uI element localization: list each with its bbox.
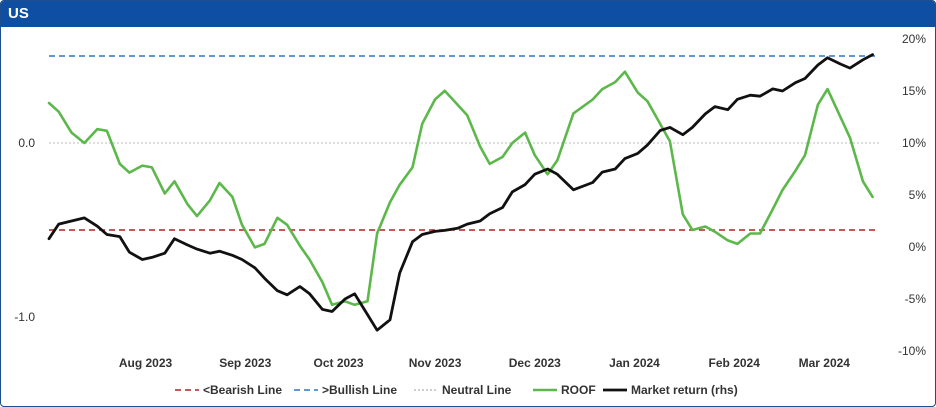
legend-label: Market return (rhs) [631,383,738,397]
legend-item-bearish[interactable]: <Bearish Line [175,383,282,397]
right-tick-label: 20% [902,32,926,46]
roof-series-line [47,70,874,307]
legend[interactable]: <Bearish Line >Bullish Line Neutral Line RO… [175,383,738,397]
legend-label: >Bullish Line [322,383,397,397]
left-tick-label: 0.0 [18,136,35,150]
right-tick-label: 5% [909,188,927,202]
legend-label: Neutral Line [442,383,512,397]
legend-label: <Bearish Line [203,383,282,397]
left-axis: 0.0 -1.0 [14,136,35,324]
x-tick-label: Oct 2023 [314,356,364,370]
market-return-series-line [47,53,874,332]
x-tick-label: Sep 2023 [219,356,271,370]
x-tick-label: Feb 2024 [709,356,761,370]
legend-item-neutral[interactable]: Neutral Line [414,383,512,397]
x-axis: Aug 2023 Sep 2023 Oct 2023 Nov 2023 Dec 2023… [119,356,850,370]
series-group [47,53,874,332]
legend-item-market-return[interactable]: Market return (rhs) [603,383,738,397]
right-tick-label: 10% [902,136,926,150]
reference-lines [49,55,879,231]
x-tick-label: Mar 2024 [799,356,851,370]
right-tick-label: -5% [905,292,927,306]
panel-title-bar: US [1,1,935,27]
right-axis: 20% 15% 10% 5% 0% -5% -10% [898,32,926,358]
x-tick-label: Dec 2023 [509,356,561,370]
legend-item-bullish[interactable]: >Bullish Line [294,383,397,397]
left-tick-label: -1.0 [14,310,35,324]
panel-title: US [8,5,29,22]
legend-label: ROOF [561,383,596,397]
x-tick-label: Aug 2023 [119,356,173,370]
x-tick-label: Nov 2023 [409,356,462,370]
x-tick-label: Jan 2024 [609,356,660,370]
legend-item-roof[interactable]: ROOF [533,383,596,397]
right-tick-label: 15% [902,84,926,98]
right-tick-label: 0% [909,240,927,254]
right-tick-label: -10% [898,344,926,358]
